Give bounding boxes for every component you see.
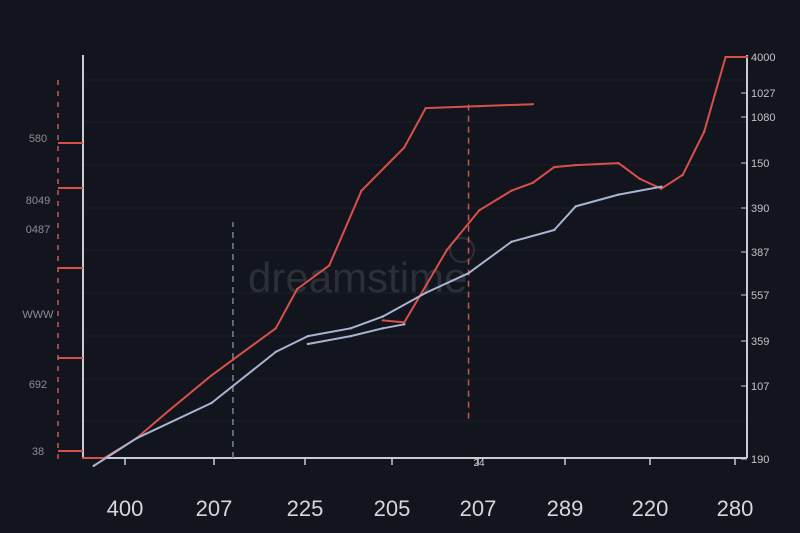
data-point — [349, 327, 352, 330]
data-point — [306, 334, 310, 338]
center-axis-label: 24 — [473, 458, 485, 469]
right-tick-label: 359 — [751, 336, 769, 348]
data-point — [745, 55, 749, 59]
right-tick-label: 150 — [751, 158, 769, 170]
series-layer — [81, 55, 749, 468]
data-point — [445, 248, 449, 251]
left-tick-label: 38 — [32, 446, 44, 458]
data-point — [478, 209, 481, 212]
ticks-layer — [58, 56, 747, 465]
data-point — [531, 181, 535, 185]
data-point — [681, 173, 684, 177]
watermark-logo — [449, 237, 475, 263]
right-tick-label: 107 — [751, 381, 769, 393]
data-point — [403, 321, 406, 324]
data-point — [702, 130, 706, 133]
blue-series-line-2 — [307, 323, 405, 345]
data-point — [381, 319, 385, 322]
data-point — [274, 327, 277, 330]
grid-layer — [83, 79, 747, 422]
data-point — [553, 165, 556, 169]
data-point — [328, 264, 331, 267]
x-tick-label: 225 — [287, 496, 324, 521]
data-point — [231, 358, 235, 361]
x-tick-label: 280 — [717, 496, 754, 521]
data-point — [660, 185, 663, 188]
left-tick-label: 0487 — [26, 224, 50, 236]
left-tick-label: 8049 — [26, 195, 50, 207]
x-tick-label: 207 — [196, 496, 233, 521]
data-point — [553, 228, 556, 232]
watermark-text: dreamstime — [248, 254, 467, 301]
data-point — [478, 104, 481, 108]
data-point — [360, 189, 363, 192]
data-point — [135, 437, 138, 440]
data-point — [381, 315, 385, 318]
data-point — [403, 146, 406, 149]
left-tick-label: WWW — [22, 309, 54, 321]
x-tick-label: 205 — [374, 496, 411, 521]
right-tick-label: 1080 — [751, 112, 775, 124]
data-point — [81, 456, 85, 460]
data-point — [274, 350, 277, 354]
right-tick-label: 190 — [751, 454, 769, 466]
data-point — [210, 401, 213, 405]
data-point — [424, 106, 427, 110]
left-tick-label: 580 — [29, 133, 47, 145]
x-tick-label: 207 — [460, 496, 497, 521]
x-tick-label: 220 — [632, 496, 669, 521]
blue-series-line-1 — [93, 185, 662, 467]
data-point — [510, 189, 513, 192]
right-tick-label: 387 — [751, 247, 769, 259]
red-series-line-1 — [83, 103, 533, 459]
data-point — [574, 205, 577, 208]
left-tick-label: 692 — [29, 379, 47, 391]
right-tick-label: 4000 — [751, 52, 775, 64]
axes-layer — [57, 55, 748, 462]
x-tick-label: 289 — [547, 496, 584, 521]
data-point — [306, 342, 310, 346]
right-tick-label: 1027 — [751, 88, 775, 100]
labels-layer: 400 207 225 205 207 289 220 280 4000 1027 1080 150 3… — [22, 52, 775, 521]
data-point — [381, 327, 385, 330]
data-point — [403, 323, 406, 326]
data-point — [638, 177, 642, 181]
data-point — [210, 374, 213, 377]
data-point — [349, 334, 352, 338]
data-point — [510, 240, 513, 243]
data-point — [660, 187, 663, 190]
data-point — [167, 409, 170, 413]
data-point — [531, 102, 535, 106]
data-point — [617, 161, 620, 165]
x-tick-label: 400 — [107, 496, 144, 521]
data-point — [424, 291, 427, 295]
data-point — [92, 464, 95, 468]
data-point — [724, 55, 727, 59]
data-point — [617, 193, 620, 196]
right-tick-label: 557 — [751, 290, 769, 302]
data-point — [574, 163, 577, 167]
data-point — [467, 272, 470, 275]
right-tick-label: 390 — [751, 203, 769, 215]
data-point — [295, 287, 299, 291]
